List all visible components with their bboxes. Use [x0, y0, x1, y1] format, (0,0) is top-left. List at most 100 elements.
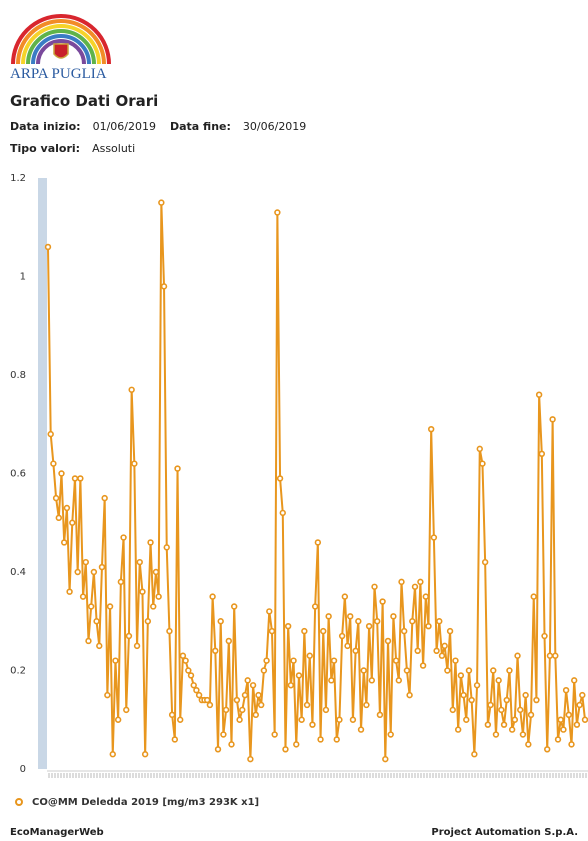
point	[77, 475, 84, 482]
point	[263, 657, 270, 664]
point	[133, 642, 141, 650]
point	[568, 741, 575, 748]
point	[322, 706, 330, 714]
point	[581, 716, 588, 723]
point	[152, 568, 160, 576]
point	[87, 603, 95, 610]
point	[212, 647, 219, 654]
footer-left: EcoManagerWeb	[10, 827, 104, 838]
point	[449, 706, 456, 714]
point	[530, 593, 537, 600]
point	[333, 736, 340, 743]
point	[500, 721, 508, 728]
point	[465, 667, 473, 674]
point	[222, 706, 230, 714]
point	[479, 460, 486, 467]
point	[177, 716, 184, 723]
point	[514, 652, 521, 659]
point	[538, 450, 546, 457]
point	[93, 618, 100, 625]
point	[376, 711, 384, 719]
y-tick-label: 1.2	[10, 173, 26, 184]
point	[492, 731, 500, 738]
point	[565, 711, 573, 719]
point	[139, 588, 146, 595]
point	[85, 637, 92, 645]
point	[266, 608, 273, 615]
point	[409, 618, 416, 625]
point	[185, 667, 192, 674]
point	[368, 677, 376, 684]
point	[217, 618, 224, 625]
legend-label: CO@MM Deledda 2019 [mg/m3 293K x1]	[32, 797, 259, 808]
y-tick-label: 1	[20, 272, 26, 283]
point	[517, 706, 524, 714]
point	[457, 672, 465, 679]
point	[544, 746, 551, 753]
point	[298, 716, 305, 723]
point	[463, 716, 470, 723]
point	[128, 386, 135, 393]
point	[427, 425, 435, 433]
point	[252, 711, 259, 719]
field-label: Data inizio:	[10, 120, 81, 133]
point	[579, 691, 586, 699]
point	[306, 652, 313, 659]
point	[390, 613, 397, 620]
point	[179, 652, 187, 659]
point	[195, 691, 203, 699]
point	[425, 622, 432, 630]
point	[204, 696, 211, 704]
type-row: Tipo valori: Assoluti	[10, 142, 149, 155]
point	[112, 657, 119, 664]
point	[71, 475, 79, 482]
point	[163, 544, 170, 551]
point	[168, 711, 176, 719]
point	[387, 731, 394, 738]
point	[446, 627, 454, 635]
point	[314, 539, 322, 546]
point	[114, 716, 122, 723]
point	[311, 603, 319, 610]
point	[557, 716, 564, 723]
point	[320, 627, 327, 635]
point	[144, 618, 152, 625]
point	[166, 627, 173, 635]
point	[63, 504, 71, 512]
point	[503, 696, 510, 704]
point	[241, 691, 249, 699]
point	[209, 593, 216, 600]
point	[104, 691, 111, 699]
point	[125, 632, 133, 640]
point	[109, 751, 116, 758]
point	[120, 534, 127, 541]
point	[384, 637, 392, 645]
point	[276, 475, 284, 482]
point	[96, 642, 103, 650]
point	[79, 593, 87, 600]
point	[336, 716, 343, 723]
point	[290, 657, 297, 664]
point	[352, 647, 359, 654]
point	[341, 593, 349, 600]
point	[403, 667, 411, 674]
point	[220, 731, 227, 738]
point	[571, 677, 578, 684]
point	[303, 701, 311, 709]
point	[495, 677, 502, 684]
point	[411, 583, 419, 590]
point	[527, 711, 535, 719]
point	[498, 706, 505, 714]
point	[460, 691, 467, 699]
point	[487, 701, 494, 709]
point	[392, 657, 400, 664]
point	[484, 721, 492, 728]
point	[236, 716, 243, 723]
field-label: Data fine:	[169, 120, 231, 133]
point	[55, 514, 62, 522]
point	[371, 583, 378, 590]
point	[158, 199, 165, 206]
series-line	[47, 201, 586, 761]
chart: 0 0.2 0.4 0.6 0.8 1 1.2 CO@MM Deledda 2019 [mg/…	[10, 173, 588, 808]
